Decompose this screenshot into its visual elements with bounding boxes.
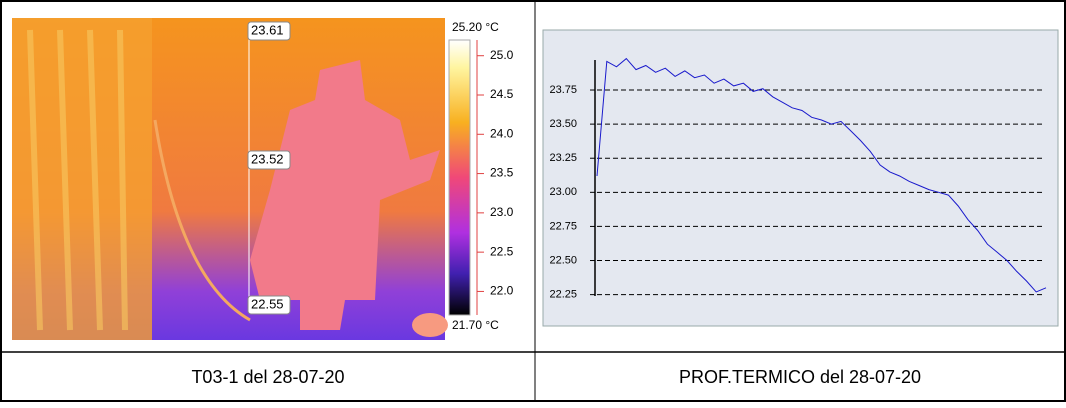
spot-label-box <box>247 295 291 315</box>
y-tick-label: 22.25 <box>549 289 577 301</box>
y-tick-label: 23.25 <box>549 152 577 164</box>
y-tick-label: 23.50 <box>549 118 577 130</box>
spot-label-box <box>247 21 291 41</box>
colorbar-tick-label: 23.0 <box>490 205 514 219</box>
colorbar-tick-label: 22.5 <box>490 244 514 258</box>
colorbar-tick-label: 22.0 <box>490 284 514 298</box>
colorbar-tick-label: 24.5 <box>490 87 514 101</box>
y-tick-label: 23.75 <box>549 84 577 96</box>
y-tick-label: 22.50 <box>549 254 577 266</box>
spot-label: 22.55 <box>251 296 284 311</box>
chart-area <box>542 29 1059 327</box>
spot-label: 23.52 <box>251 151 284 166</box>
thermal-image <box>12 18 448 340</box>
caption: PROF.TERMICO del 28-07-20 <box>679 367 921 387</box>
colorbar-min: 21.70 °C <box>452 318 499 332</box>
colorbar <box>448 39 471 316</box>
data-line <box>596 57 1047 293</box>
caption: T03-1 del 28-07-20 <box>191 367 344 387</box>
y-tick-label: 23.00 <box>549 186 577 198</box>
colorbar-tick-label: 24.0 <box>490 126 514 140</box>
colorbar-max: 25.20 °C <box>452 20 499 34</box>
spot-label-box <box>247 150 291 170</box>
y-tick-label: 22.75 <box>549 220 577 232</box>
colorbar-tick-label: 25.0 <box>490 48 514 62</box>
colorbar-tick-label: 23.5 <box>490 166 514 180</box>
spot-label: 23.61 <box>251 22 284 37</box>
